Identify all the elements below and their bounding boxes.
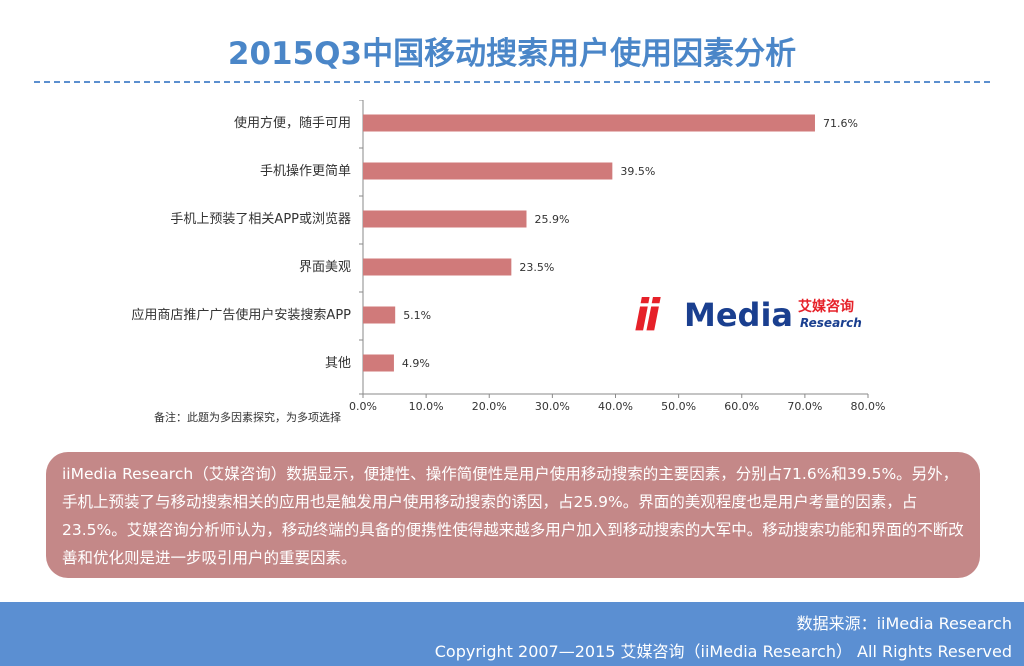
x-tick-label: 50.0% [661,400,696,413]
bar [363,354,394,372]
logo-en: Research [800,316,862,330]
chart-note: 备注：此题为多因素探究，为多项选择 [154,411,341,424]
x-tick-label: 80.0% [851,400,886,413]
page-title: 2015Q3中国移动搜索用户使用因素分析 [227,36,797,72]
data-label: 4.9% [402,357,430,370]
bar-chart: 使用方便，随手可用 71.6% 手机操作更简单 39.5% 手机上预装了相关APP或浏览… [131,100,886,413]
bar [363,306,396,324]
category-label: 界面美观 [299,260,351,275]
category-label: 使用方便，随手可用 [234,115,351,131]
summary-text: iiMedia Research（艾媒咨询）数据显示，便捷性、操作简便性是用户使… [62,465,964,567]
footer: 数据来源：iiMedia Research Copyright 2007—201… [0,602,1024,666]
data-label: 23.5% [519,261,554,274]
bar [363,162,613,180]
x-tick-label: 70.0% [787,400,822,413]
logo-ii: ii [634,290,660,341]
data-source: 数据来源：iiMedia Research [796,614,1012,633]
bar [363,114,815,132]
category-label: 手机操作更简单 [260,163,351,179]
x-tick-label: 30.0% [535,400,570,413]
logo-media: Media [684,296,794,334]
x-tick-label: 40.0% [598,400,633,413]
category-label: 其他 [325,356,351,371]
copyright: Copyright 2007—2015 艾媒咨询（iiMedia Researc… [434,642,1012,661]
data-label: 71.6% [823,117,858,130]
data-label: 25.9% [534,213,569,226]
bar [363,258,512,276]
logo-cn: 艾媒咨询 [798,299,854,315]
imedia-logo: ii Media 艾媒咨询 Research [634,290,874,344]
category-label: 应用商店推广广告使用户安装搜索APP [131,307,351,323]
data-label: 5.1% [403,309,431,322]
title-divider [34,81,990,83]
x-tick-label: 0.0% [349,400,377,413]
bar [363,210,527,228]
category-label: 手机上预装了相关APP或浏览器 [170,211,351,227]
summary-box: iiMedia Research（艾媒咨询）数据显示，便捷性、操作简便性是用户使… [46,452,980,578]
x-tick-label: 20.0% [472,400,507,413]
data-label: 39.5% [620,165,655,178]
x-tick-label: 60.0% [724,400,759,413]
x-tick-label: 10.0% [409,400,444,413]
